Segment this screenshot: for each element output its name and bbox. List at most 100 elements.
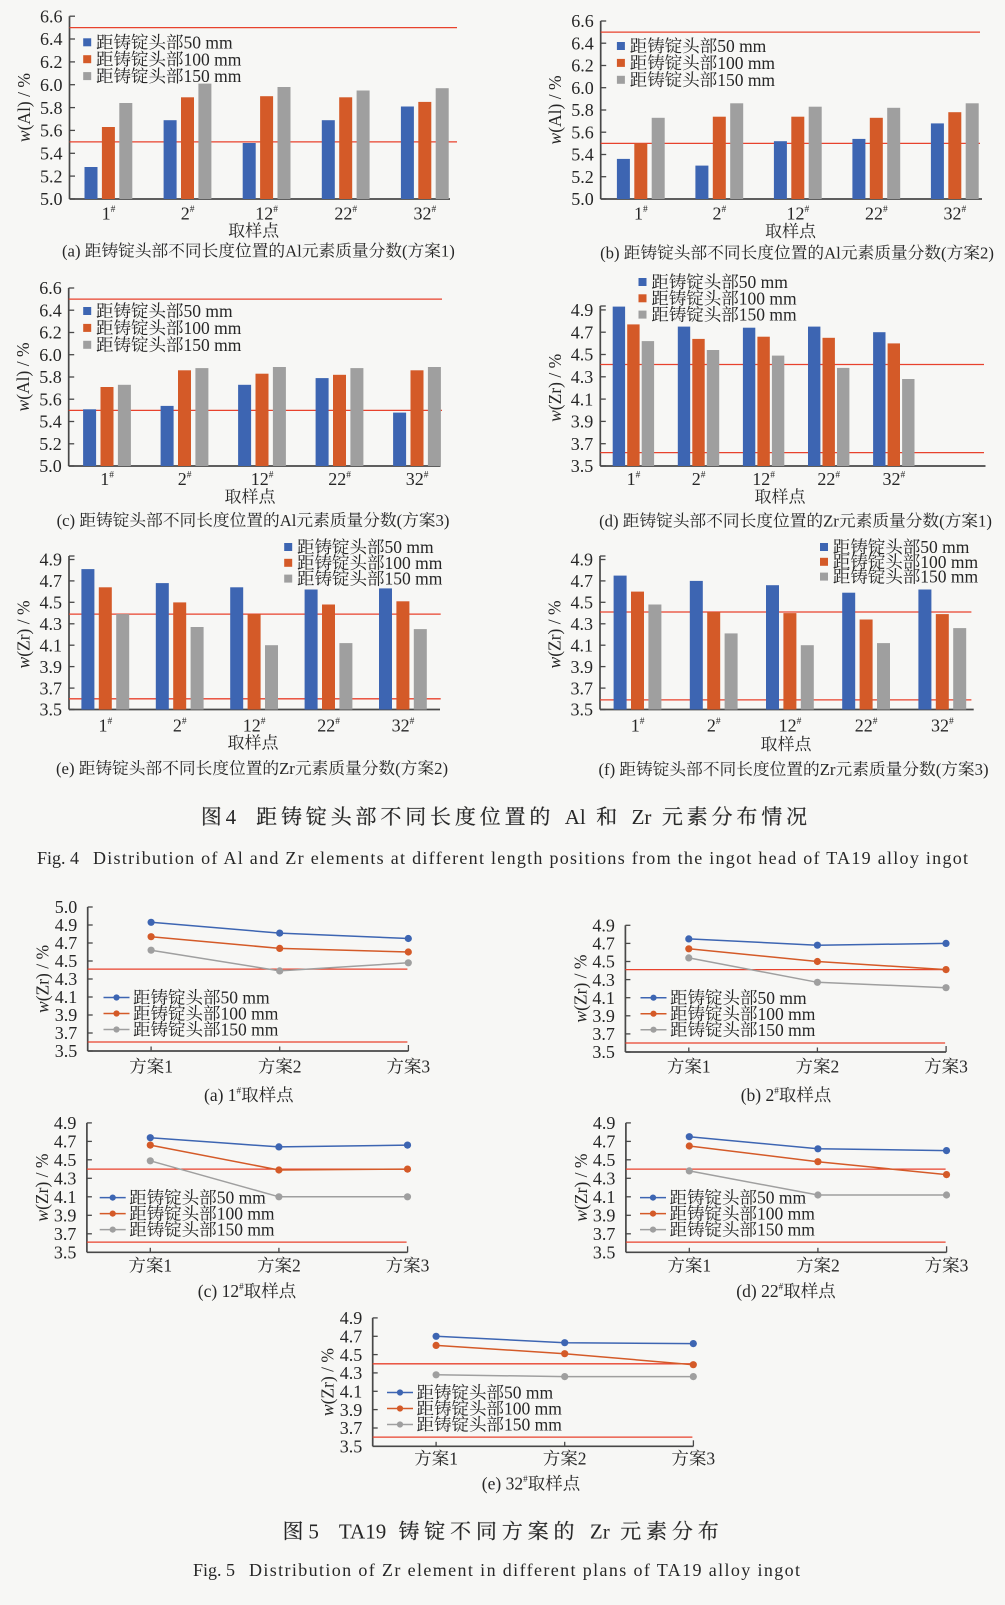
- svg-text:6.0: 6.0: [571, 78, 594, 98]
- svg-text:1: 1: [702, 1057, 711, 1077]
- svg-text:6.4: 6.4: [571, 33, 594, 53]
- svg-text:Al: Al: [285, 242, 302, 261]
- svg-text:100 mm: 100 mm: [221, 1004, 279, 1024]
- svg-text:1: 1: [164, 1057, 173, 1077]
- svg-text:100 mm: 100 mm: [757, 1204, 815, 1224]
- svg-text:2: 2: [181, 204, 190, 224]
- svg-text:1: 1: [99, 716, 108, 736]
- svg-text:4.1: 4.1: [592, 988, 615, 1008]
- svg-text:32: 32: [931, 716, 949, 736]
- svg-text:(Zr) / %: (Zr) / %: [14, 600, 34, 656]
- svg-text:4.5: 4.5: [593, 1150, 616, 1170]
- svg-text:w: w: [570, 1011, 590, 1023]
- svg-text:w: w: [13, 400, 33, 412]
- svg-text:4.3: 4.3: [593, 1169, 616, 1189]
- svg-text:4.3: 4.3: [340, 1363, 363, 1383]
- svg-text:3.9: 3.9: [55, 1005, 78, 1025]
- svg-text:3.5: 3.5: [340, 1437, 363, 1457]
- svg-text:3.7: 3.7: [593, 1224, 616, 1244]
- svg-text:12: 12: [787, 204, 805, 224]
- svg-text:3.7: 3.7: [340, 1418, 363, 1438]
- svg-text:1: 1: [102, 204, 111, 224]
- svg-text:Distribution of Zr element in: Distribution of Zr element in different …: [249, 1560, 800, 1580]
- svg-text:4.9: 4.9: [340, 1308, 363, 1328]
- svg-text:4.5: 4.5: [571, 593, 594, 613]
- svg-text:32: 32: [406, 469, 424, 489]
- svg-text:12: 12: [779, 716, 797, 736]
- svg-text:150 mm: 150 mm: [504, 1415, 562, 1435]
- svg-text:4.7: 4.7: [40, 571, 63, 591]
- svg-text:50 mm: 50 mm: [758, 988, 807, 1008]
- svg-text:3.7: 3.7: [571, 434, 594, 454]
- svg-text:4.7: 4.7: [593, 1132, 616, 1152]
- svg-text:4.1: 4.1: [571, 635, 594, 655]
- svg-text:2: 2: [713, 204, 722, 224]
- svg-text:4.5: 4.5: [340, 1345, 363, 1365]
- svg-text:6.4: 6.4: [40, 29, 63, 49]
- svg-text:Distribution of Al and Zr elem: Distribution of Al and Zr elements at di…: [93, 848, 968, 868]
- svg-text:150 mm: 150 mm: [385, 569, 443, 589]
- svg-text:5.8: 5.8: [571, 100, 594, 120]
- svg-text:4.3: 4.3: [571, 614, 594, 634]
- svg-text:#: #: [269, 470, 274, 480]
- svg-text:4.7: 4.7: [571, 322, 594, 342]
- svg-text:150 mm: 150 mm: [739, 305, 797, 325]
- svg-text:5.4: 5.4: [40, 144, 63, 164]
- svg-text:#: #: [835, 470, 840, 480]
- svg-text:4.1: 4.1: [571, 389, 594, 409]
- svg-text:3.5: 3.5: [571, 456, 594, 476]
- svg-text:#: #: [432, 205, 437, 215]
- svg-text:4.9: 4.9: [571, 550, 594, 570]
- svg-text:100 mm: 100 mm: [758, 1004, 816, 1024]
- svg-text:100 mm: 100 mm: [717, 53, 775, 73]
- svg-text:Zr: Zr: [279, 759, 295, 778]
- svg-text:50 mm: 50 mm: [920, 537, 969, 557]
- svg-text:2: 2: [178, 469, 187, 489]
- svg-text:6.0: 6.0: [40, 75, 63, 95]
- svg-text:12: 12: [752, 469, 770, 489]
- svg-text:(c): (c): [57, 511, 76, 530]
- svg-text:50 mm: 50 mm: [385, 537, 434, 557]
- svg-text:#: #: [901, 470, 906, 480]
- svg-text:150 mm: 150 mm: [184, 335, 242, 355]
- svg-text:50 mm: 50 mm: [184, 301, 233, 321]
- svg-text:#: #: [640, 717, 645, 727]
- svg-text:3: 3: [960, 1256, 969, 1276]
- svg-text:#: #: [109, 470, 114, 480]
- svg-text:5: 5: [308, 1520, 319, 1544]
- svg-text:150 mm: 150 mm: [221, 1020, 279, 1040]
- svg-text:32: 32: [944, 204, 962, 224]
- svg-text:3: 3: [706, 1449, 715, 1469]
- svg-text:#: #: [779, 1282, 784, 1292]
- svg-text:4.1: 4.1: [340, 1382, 363, 1402]
- svg-text:4.3: 4.3: [592, 970, 615, 990]
- svg-text:(a): (a): [62, 242, 81, 261]
- svg-text:#: #: [335, 717, 340, 727]
- svg-text:4.9: 4.9: [40, 550, 63, 570]
- svg-text:4.9: 4.9: [571, 300, 594, 320]
- svg-text:Zr: Zr: [820, 760, 836, 779]
- svg-text:100 mm: 100 mm: [184, 49, 242, 69]
- svg-text:4.1: 4.1: [593, 1187, 616, 1207]
- svg-text:#: #: [410, 717, 415, 727]
- svg-text:3.9: 3.9: [54, 1206, 77, 1226]
- svg-text:2: 2: [292, 1256, 301, 1276]
- svg-text:4.7: 4.7: [571, 571, 594, 591]
- svg-text:(Zr) / %: (Zr) / %: [545, 600, 565, 656]
- svg-text:22: 22: [817, 469, 835, 489]
- svg-text:#: #: [187, 470, 192, 480]
- svg-text:100 mm: 100 mm: [184, 318, 242, 338]
- svg-text:6.0: 6.0: [39, 345, 62, 365]
- svg-text:50 mm: 50 mm: [184, 32, 233, 52]
- svg-text:(a) 1: (a) 1: [204, 1085, 237, 1105]
- svg-text:12: 12: [255, 204, 273, 224]
- svg-text:5.0: 5.0: [40, 189, 63, 209]
- svg-text:6.6: 6.6: [571, 11, 594, 31]
- svg-text:#: #: [701, 470, 706, 480]
- svg-text:50 mm: 50 mm: [504, 1383, 553, 1403]
- svg-text:4.1: 4.1: [54, 1187, 77, 1207]
- svg-text:150 mm: 150 mm: [758, 1020, 816, 1040]
- svg-text:(Zr) / %: (Zr) / %: [570, 955, 590, 1011]
- svg-text:3.9: 3.9: [593, 1206, 616, 1226]
- svg-text:w: w: [545, 657, 565, 669]
